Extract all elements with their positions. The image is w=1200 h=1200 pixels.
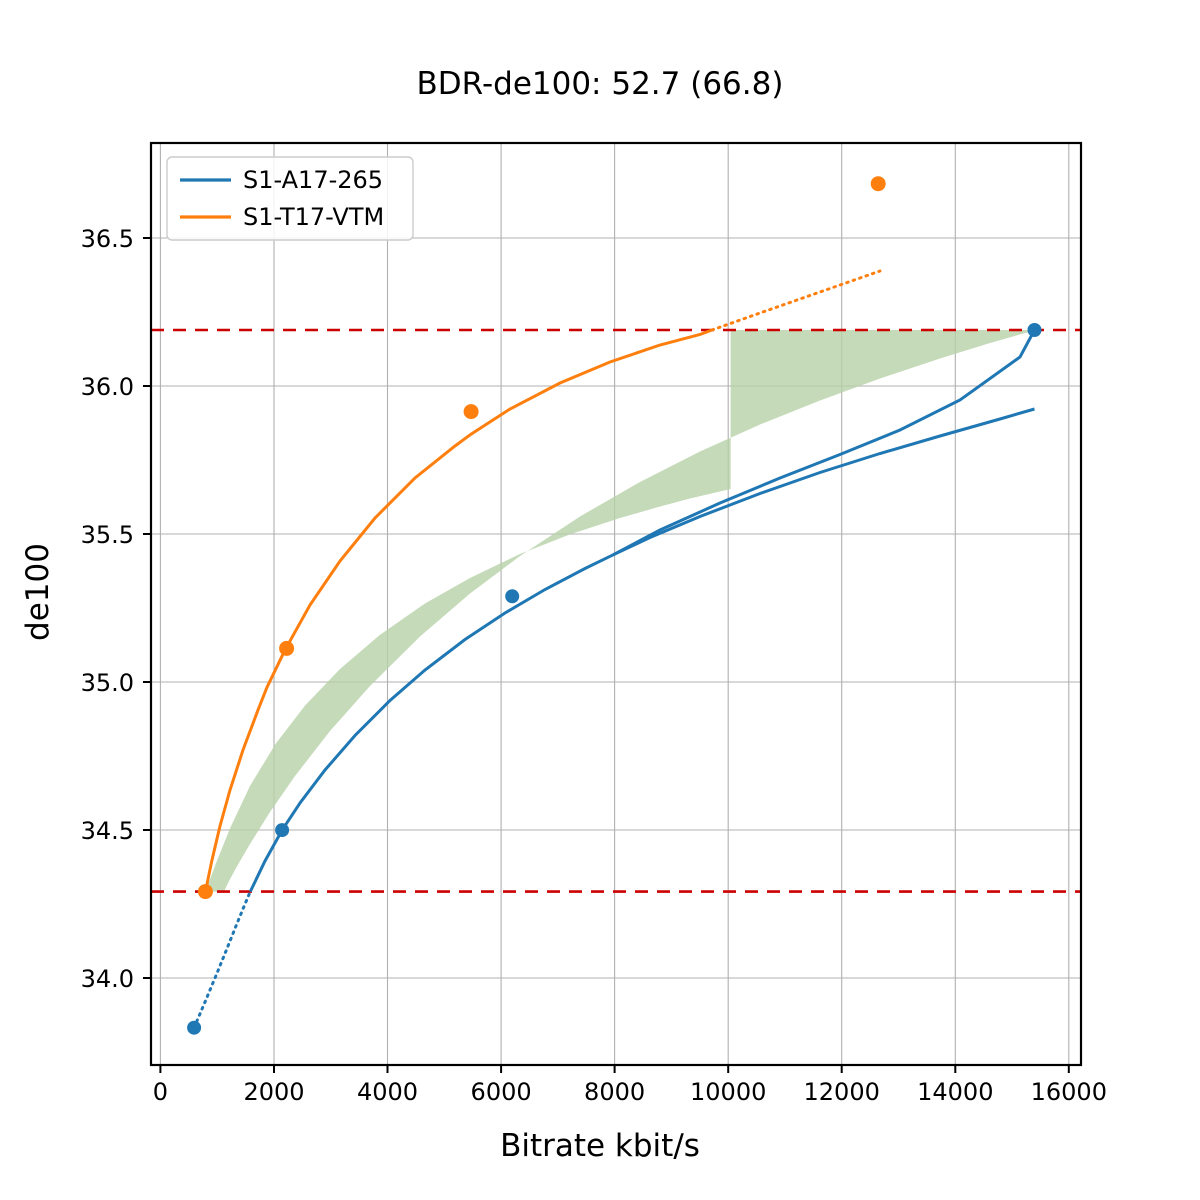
x-tick-marks [159, 1065, 1070, 1073]
axes-spines [149, 141, 1083, 1067]
x-tick-label: 14000 [917, 1078, 993, 1106]
series-points-s1-t17-vtm [197, 176, 886, 900]
axes-background [151, 143, 1081, 1065]
x-axis-label: Bitrate kbit/s [500, 1128, 700, 1164]
series-s1-a17-265 [187, 323, 1042, 1035]
y-tick-label: 34.0 [81, 965, 134, 993]
x-tick-labels: 0 2000 4000 6000 8000 10000 12000 14000 … [153, 1078, 1107, 1106]
chart-legend[interactable]: S1-A17-265 S1-T17-VTM [166, 156, 414, 241]
x-tick-label: 10000 [690, 1078, 766, 1106]
x-tick-label: 4000 [357, 1078, 418, 1106]
series-points-s1-a17-265 [187, 323, 1042, 1035]
y-tick-marks [143, 237, 151, 979]
legend-entry-label: S1-A17-265 [243, 166, 383, 194]
y-tick-label: 36.0 [81, 373, 134, 401]
x-tick-label: 0 [153, 1078, 168, 1106]
y-tick-label: 36.5 [81, 225, 134, 253]
x-tick-label: 2000 [243, 1078, 304, 1106]
y-tick-label: 34.5 [81, 817, 134, 845]
chart-title: BDR-de100: 52.7 (66.8) [416, 66, 784, 102]
legend-box [166, 156, 414, 241]
x-tick-label: 8000 [584, 1078, 645, 1106]
y-axis-label: de100 [20, 543, 56, 641]
series-s1-t17-vtm [197, 176, 886, 900]
y-tick-label: 35.5 [81, 521, 134, 549]
x-gridlines [159, 143, 1070, 1065]
y-gridlines [151, 237, 1081, 979]
x-tick-label: 6000 [471, 1078, 532, 1106]
legend-entry-s1-a17-265[interactable]: S1-A17-265 [180, 166, 383, 194]
legend-entry-s1-t17-vtm[interactable]: S1-T17-VTM [180, 203, 384, 231]
x-tick-label: 16000 [1031, 1078, 1107, 1106]
y-tick-labels: 34.0 34.5 35.0 35.5 36.0 36.5 [81, 225, 134, 993]
legend-entry-label: S1-T17-VTM [243, 203, 384, 231]
y-tick-label: 35.0 [81, 669, 134, 697]
x-tick-label: 12000 [804, 1078, 880, 1106]
